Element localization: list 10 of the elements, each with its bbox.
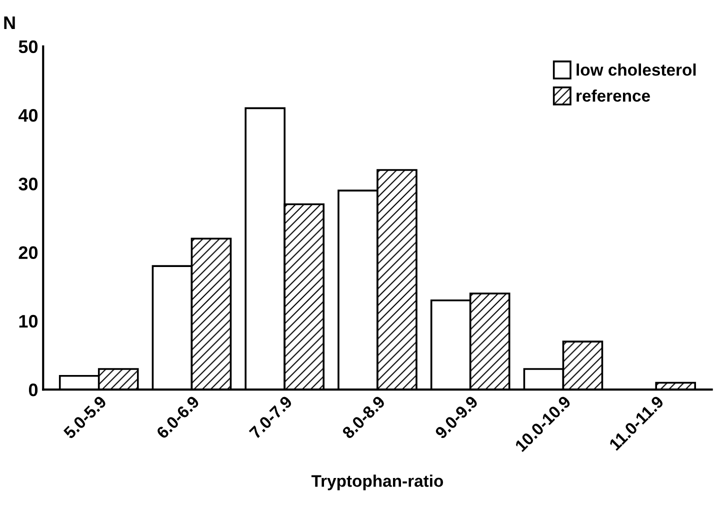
x-axis-title: Tryptophan-ratio [311,474,444,490]
legend-label: reference [576,89,650,102]
y-tick-label: 30 [18,178,38,190]
y-tick-label: 20 [18,246,38,260]
legend-label: low cholesterol [576,64,696,76]
y-tick-label: 10 [19,314,38,328]
y-tick-label: 0 [28,384,38,396]
y-tick-label: 50 [18,40,38,54]
y-axis-title: N [4,16,15,29]
y-tick-label: 40 [18,109,38,122]
